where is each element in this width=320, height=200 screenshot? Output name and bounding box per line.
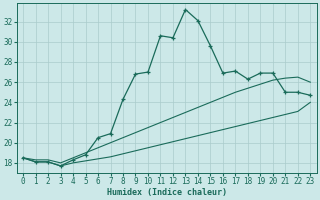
X-axis label: Humidex (Indice chaleur): Humidex (Indice chaleur) <box>107 188 227 197</box>
